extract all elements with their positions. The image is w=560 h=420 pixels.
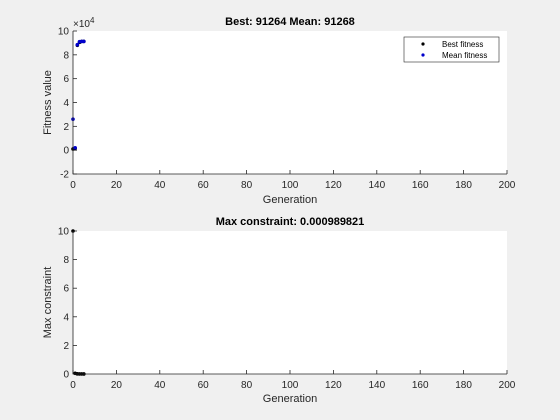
constraint-y-tick-label: 4 xyxy=(63,312,69,323)
fitness-chart-title: Best: 91264 Mean: 91268 xyxy=(225,16,355,28)
fitness-y-axis-label: Fitness value xyxy=(42,70,54,135)
fitness-y-axis-multiplier-base: ×10 xyxy=(73,19,90,30)
constraint-x-tick-label: 0 xyxy=(70,380,76,391)
constraint-x-tick-label: 60 xyxy=(198,380,210,391)
constraint-x-tick-label: 80 xyxy=(241,380,253,391)
constraint-y-tick-label: 8 xyxy=(63,255,69,266)
constraint-x-tick-label: 120 xyxy=(325,380,342,391)
constraint-x-axis-label: Generation xyxy=(263,393,317,405)
fitness-y-tick-label: -2 xyxy=(60,170,69,181)
constraint-x-tick-label: 200 xyxy=(499,380,516,391)
fitness-y-tick-label: 6 xyxy=(63,74,69,85)
fitness-legend-box xyxy=(403,36,500,63)
fitness-x-tick-label: 140 xyxy=(368,180,385,191)
constraint-x-tick-label: 140 xyxy=(368,380,385,391)
constraint-y-tick-label: 6 xyxy=(63,284,69,295)
constraint-axes: 0 20 40 60 80 100 120 140 160 180 200 0 2 4 6 8 10 Max c… xyxy=(42,216,516,405)
constraint-x-tick-label: 180 xyxy=(455,380,472,391)
constraint-chart-title: Max constraint: 0.000989821 xyxy=(216,216,365,228)
legend-label-mean-fitness: Mean fitness xyxy=(442,51,487,60)
fitness-x-tick-label: 200 xyxy=(499,180,516,191)
constraint-y-tick-label: 2 xyxy=(63,341,69,352)
fitness-legend: Best fitness Mean fitness xyxy=(403,36,500,63)
fitness-x-tick-label: 60 xyxy=(198,180,210,191)
fitness-x-tick-label: 80 xyxy=(241,180,253,191)
fitness-y-tick-label: 8 xyxy=(63,50,69,61)
fitness-x-tick-label: 180 xyxy=(455,180,472,191)
constraint-axis-box xyxy=(72,231,507,375)
fitness-x-tick-label: 120 xyxy=(325,180,342,191)
fitness-x-axis-label: Generation xyxy=(263,194,317,206)
fitness-axis-box xyxy=(72,31,507,175)
constraint-x-tick-label: 40 xyxy=(154,380,166,391)
constraint-y-tick-label: 0 xyxy=(63,370,69,381)
fitness-y-tick-label: 0 xyxy=(63,146,69,157)
constraint-y-tick-label: 10 xyxy=(58,227,70,238)
constraint-plot-area xyxy=(73,231,507,374)
constraint-x-tick-label: 160 xyxy=(412,380,429,391)
fitness-series-2-point xyxy=(75,42,80,47)
fitness-series-2-point xyxy=(82,39,86,44)
fitness-x-tick-label: 20 xyxy=(111,180,123,191)
fitness-y-tick-label: 2 xyxy=(63,122,69,133)
fitness-x-tick-label: 100 xyxy=(282,180,299,191)
fitness-x-tick-label: 0 xyxy=(70,180,76,191)
fitness-x-tick-label: 160 xyxy=(412,180,429,191)
constraint-x-tick-label: 20 xyxy=(111,380,123,391)
fitness-y-tick-label: 10 xyxy=(58,27,70,38)
legend-marker-mean-fitness xyxy=(421,53,425,57)
fitness-y-axis-multiplier: ×104 xyxy=(73,16,95,30)
fitness-x-tick-label: 40 xyxy=(154,180,166,191)
constraint-y-axis-label: Max constraint xyxy=(42,267,54,339)
legend-label-best-fitness: Best fitness xyxy=(442,40,483,49)
fitness-series-2-point xyxy=(73,145,77,150)
fitness-y-tick-label: 4 xyxy=(63,98,69,109)
legend-marker-best-fitness xyxy=(421,42,425,46)
fitness-y-axis-multiplier-exponent: 4 xyxy=(90,16,95,25)
constraint-x-tick-label: 100 xyxy=(282,380,299,391)
